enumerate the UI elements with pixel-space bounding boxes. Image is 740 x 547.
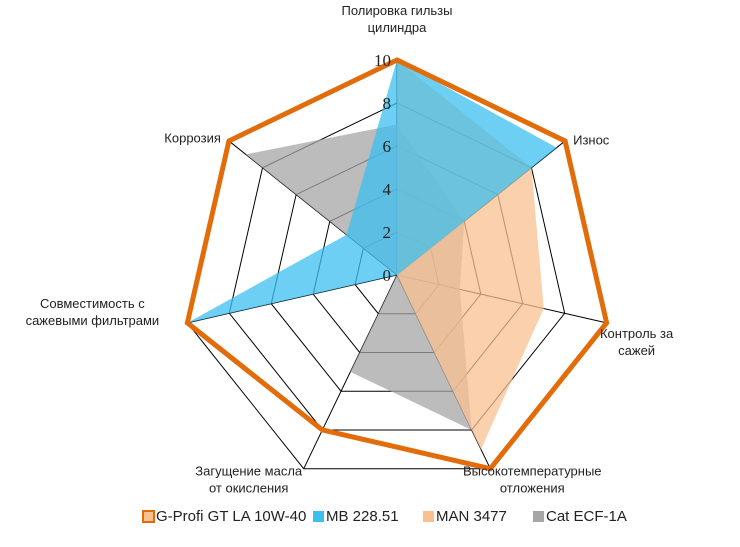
r-tick-label: 6 — [383, 137, 392, 156]
r-tick-label: 4 — [383, 180, 392, 199]
legend-swatch — [142, 510, 155, 523]
axis-label: от окисления — [209, 481, 289, 496]
legend-label: G-Profi GT LA 10W-40 — [156, 508, 306, 525]
axis-label: Полировка гильзы — [342, 3, 453, 18]
axis-label: Износ — [573, 132, 610, 147]
legend-swatch — [313, 511, 324, 522]
legend-label: MB 228.51 — [326, 508, 399, 525]
legend-label: MAN 3477 — [436, 508, 507, 525]
axis-label: Высокотемпературные — [463, 464, 602, 479]
axis-label: отложения — [500, 481, 565, 496]
axis-label: цилиндра — [368, 20, 428, 35]
series-area — [184, 57, 610, 472]
r-tick-label: 10 — [374, 51, 391, 70]
axis-label: Совместимость с — [40, 296, 145, 311]
grid-ring — [228, 102, 566, 431]
legend-swatch — [533, 511, 544, 522]
axis-label: Контроль за — [600, 326, 674, 341]
r-tick-label: 0 — [383, 266, 392, 285]
series-area — [187, 60, 557, 469]
axis-label: сажевыми фильтрами — [26, 313, 160, 328]
axis-label: сажей — [618, 343, 655, 358]
r-tick-label: 2 — [383, 223, 392, 242]
r-tick-label: 8 — [383, 94, 392, 113]
legend-label: Cat ECF-1A — [546, 508, 627, 525]
legend-swatch — [423, 511, 434, 522]
axis-label: Загущение масла — [195, 464, 303, 479]
axis-label: Коррозия — [164, 130, 221, 145]
